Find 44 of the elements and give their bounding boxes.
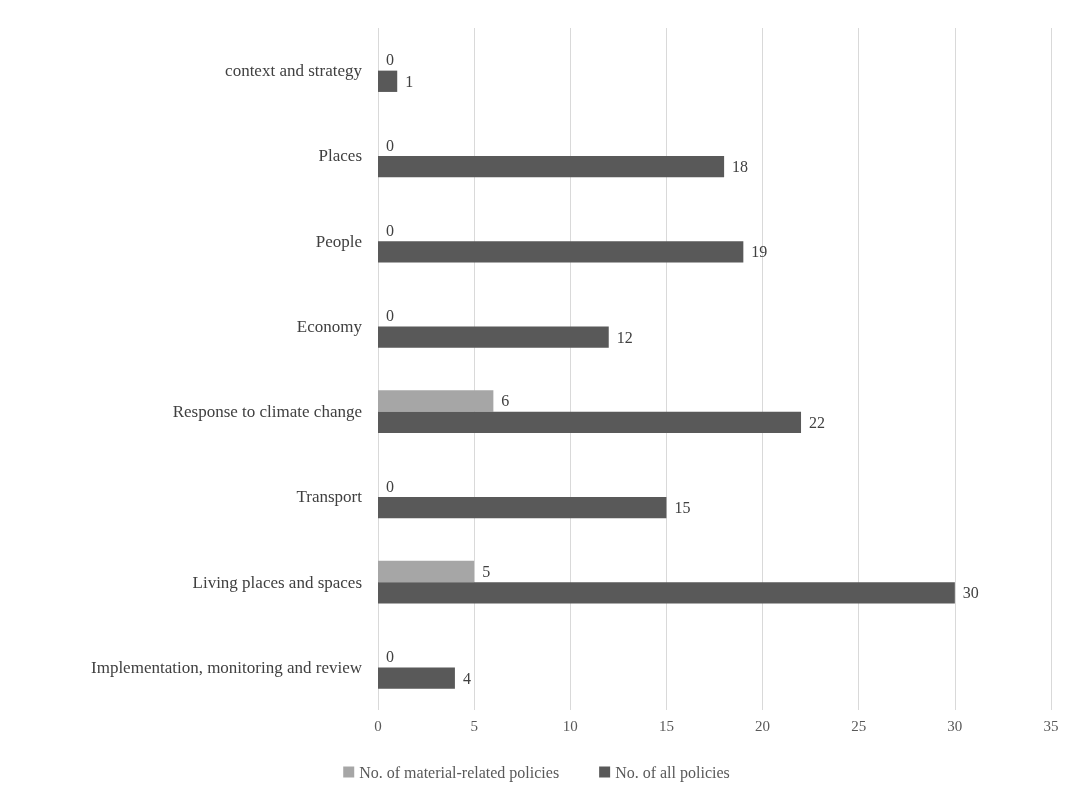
data-label: 15 bbox=[674, 499, 691, 517]
data-label: 0 bbox=[386, 307, 394, 325]
data-label: 12 bbox=[616, 328, 633, 346]
legend-label: No. of material-related policies bbox=[359, 763, 560, 782]
bar bbox=[378, 326, 609, 348]
x-tick-label: 10 bbox=[562, 717, 578, 734]
data-label: 1 bbox=[405, 72, 414, 90]
x-tick-label: 35 bbox=[1043, 717, 1059, 734]
x-tick-label: 25 bbox=[851, 717, 867, 734]
data-label: 19 bbox=[751, 243, 768, 261]
data-label: 4 bbox=[462, 669, 471, 687]
legend-label: No. of all policies bbox=[615, 763, 730, 782]
y-tick-label: People bbox=[315, 231, 362, 251]
data-label: 18 bbox=[732, 158, 749, 176]
data-label: 5 bbox=[482, 562, 491, 580]
bar bbox=[378, 411, 802, 433]
bar bbox=[378, 667, 455, 689]
bar bbox=[378, 390, 494, 412]
x-tick-label: 0 bbox=[374, 717, 382, 734]
bar bbox=[378, 560, 475, 583]
data-label: 0 bbox=[386, 648, 394, 666]
data-label: 0 bbox=[386, 477, 394, 495]
y-tick-label: context and strategy bbox=[225, 61, 363, 81]
y-tick-label: Economy bbox=[296, 316, 363, 336]
y-tick-label: Places bbox=[318, 146, 362, 166]
bar bbox=[378, 155, 725, 178]
x-tick-label: 20 bbox=[755, 717, 771, 734]
data-label: 0 bbox=[386, 51, 394, 69]
data-label: 6 bbox=[501, 392, 510, 410]
data-label: 0 bbox=[386, 136, 394, 154]
x-tick-label: 5 bbox=[470, 717, 478, 734]
data-label: 0 bbox=[386, 221, 394, 239]
y-tick-label: Transport bbox=[296, 487, 363, 507]
bar bbox=[378, 496, 667, 519]
y-tick-label: Living places and spaces bbox=[192, 572, 362, 592]
bar bbox=[378, 70, 398, 92]
data-label: 30 bbox=[962, 584, 979, 602]
x-tick-label: 30 bbox=[947, 717, 963, 734]
bar bbox=[378, 241, 744, 263]
y-tick-label: Response to climate change bbox=[172, 402, 362, 422]
x-tick-label: 15 bbox=[658, 717, 674, 734]
y-tick-label: Implementation, monitoring and review bbox=[91, 657, 363, 677]
data-label: 22 bbox=[809, 413, 826, 431]
bar bbox=[378, 582, 955, 604]
